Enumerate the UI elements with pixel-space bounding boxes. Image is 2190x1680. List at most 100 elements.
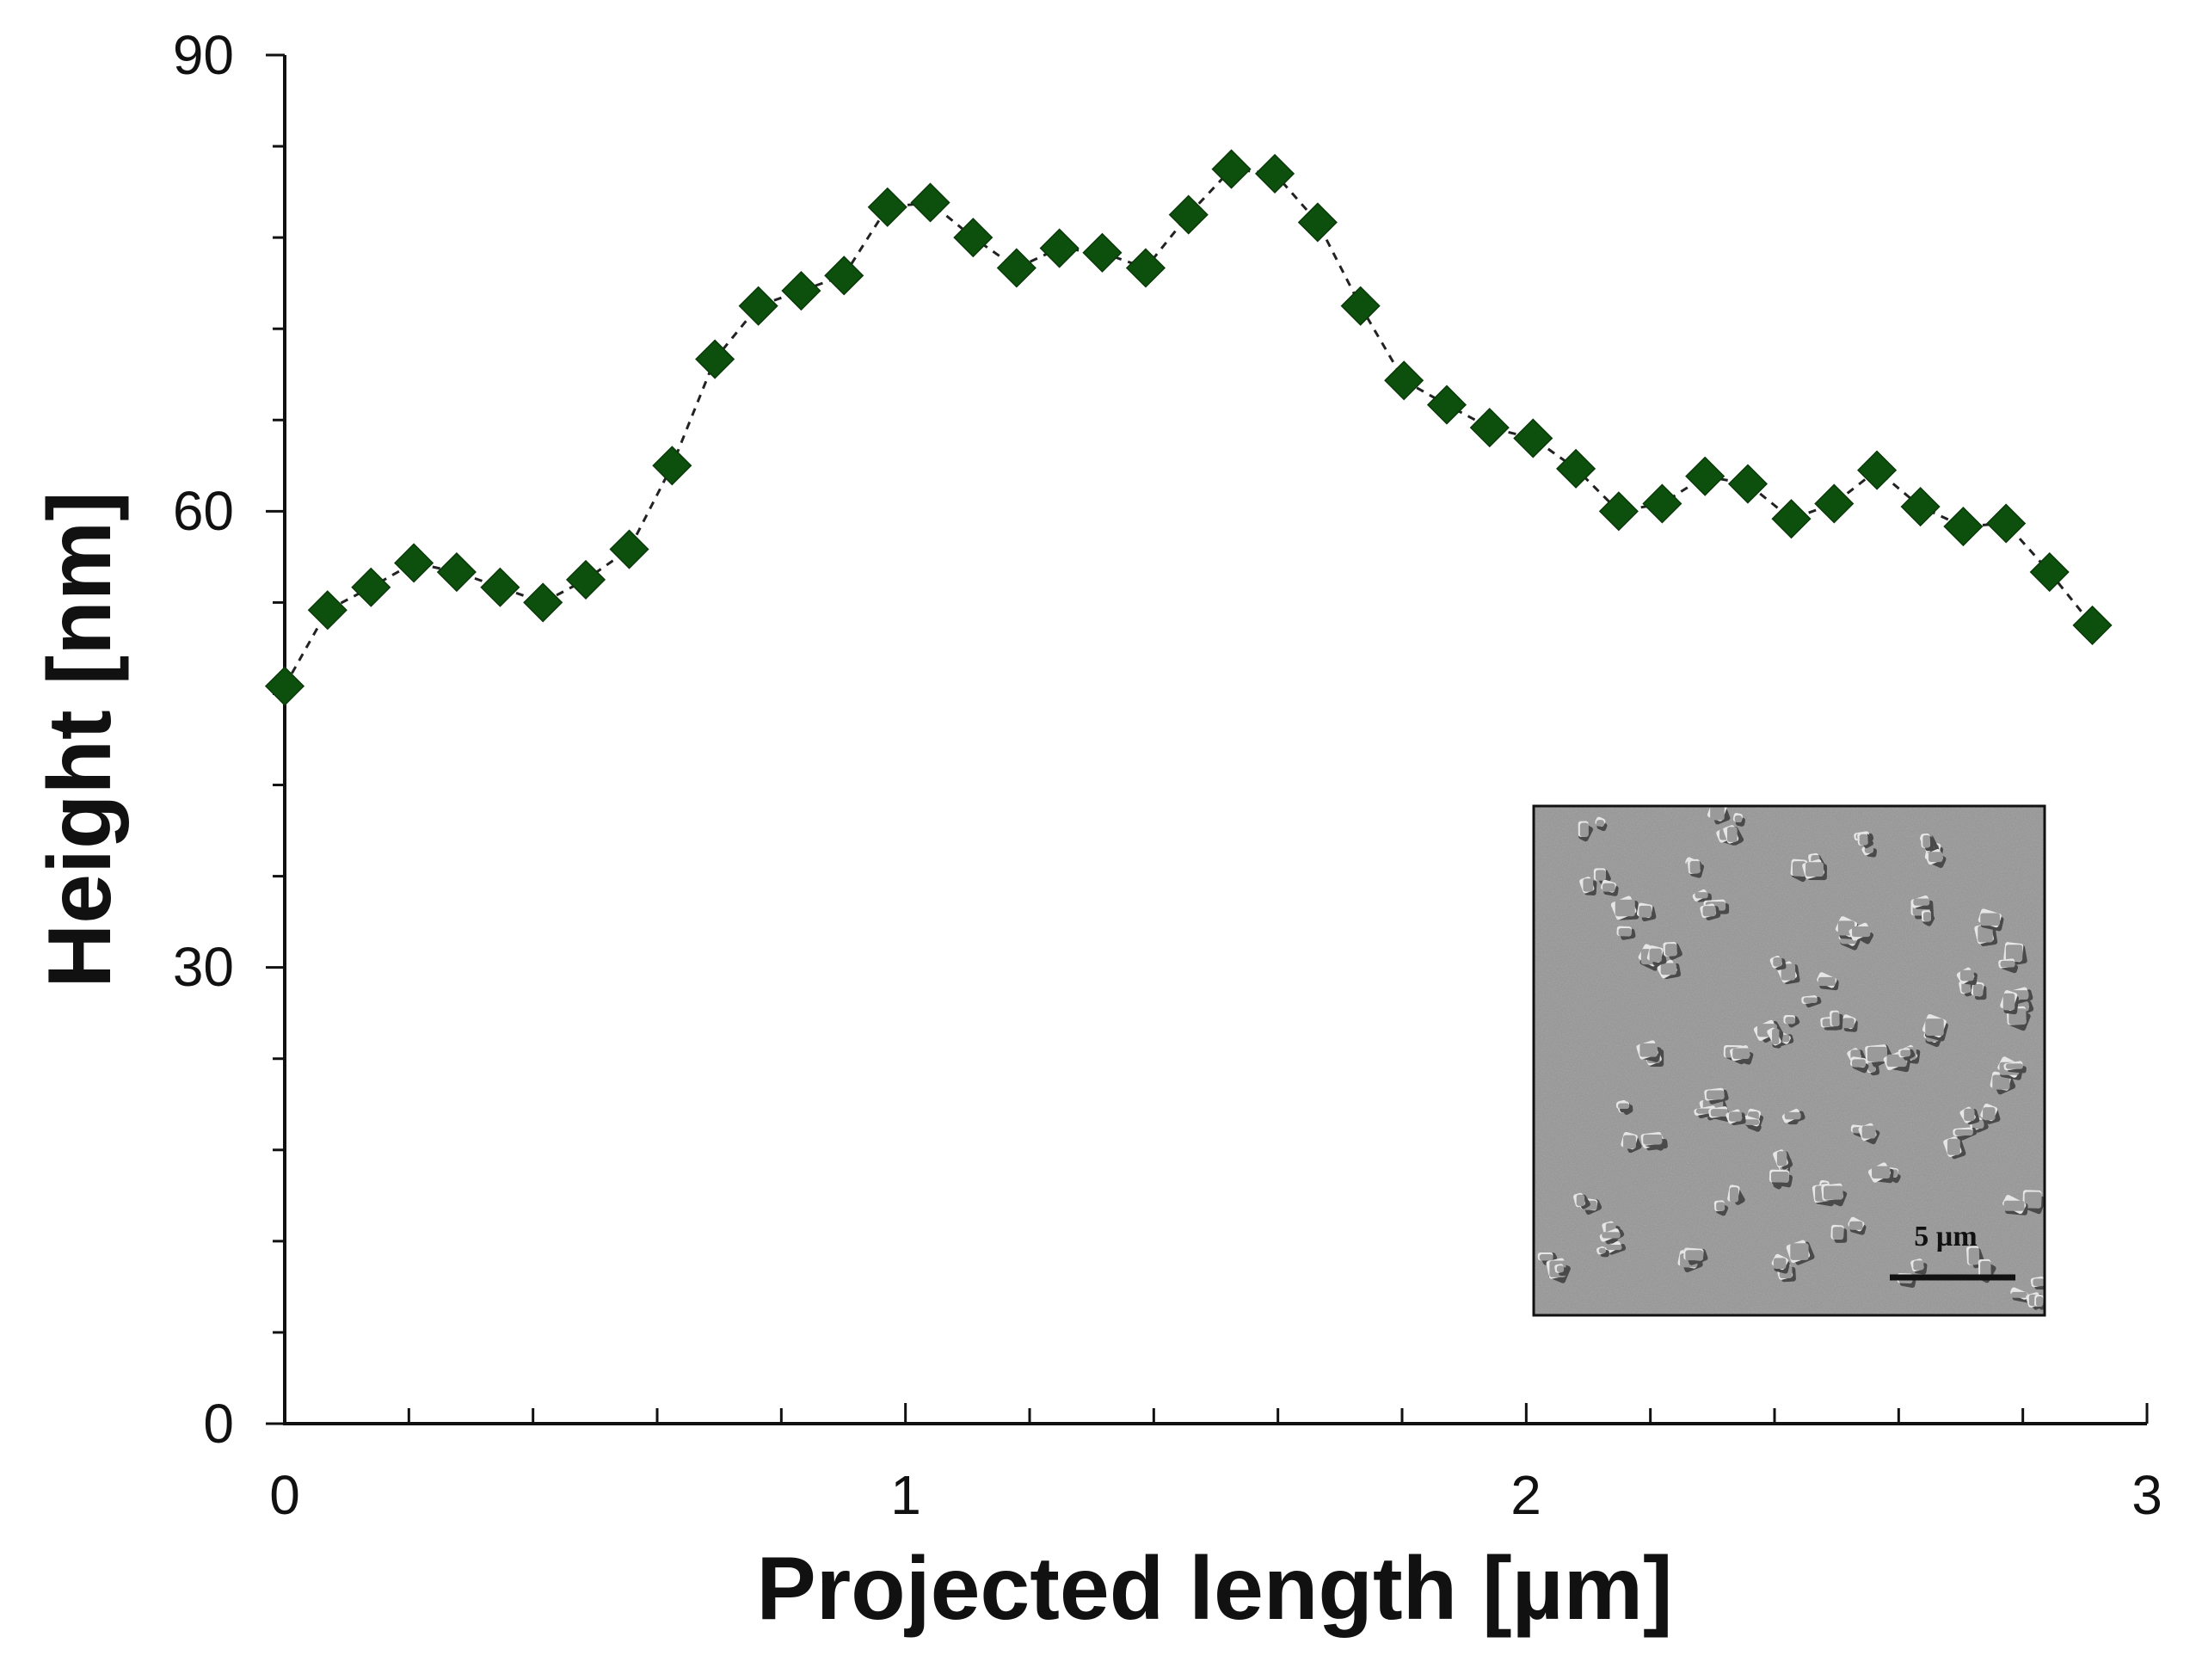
afm-particle	[1639, 1043, 1658, 1057]
afm-particle	[1556, 1265, 1565, 1273]
afm-particle	[1606, 1245, 1622, 1251]
afm-particle	[1716, 1202, 1726, 1211]
data-point	[565, 559, 606, 600]
afm-particle	[1983, 1107, 1996, 1121]
afm-particle	[1972, 983, 1984, 997]
afm-particle	[1685, 1250, 1704, 1261]
afm-particle	[1980, 913, 2000, 926]
data-point	[480, 567, 520, 607]
afm-particle	[1603, 883, 1615, 892]
data-point	[394, 543, 434, 583]
afm-particle	[1618, 927, 1632, 937]
afm-particle	[1710, 806, 1725, 821]
afm-particle	[1913, 1260, 1924, 1271]
afm-particle	[1964, 1108, 1975, 1122]
afm-particle	[1579, 822, 1589, 837]
y-tick-label-60: 60	[173, 480, 234, 542]
afm-particle	[1773, 957, 1782, 967]
y-ticks	[266, 53, 285, 1425]
data-point	[2029, 551, 2070, 593]
afm-particle	[1842, 1018, 1855, 1029]
data-point	[1297, 202, 1338, 243]
afm-particle	[1923, 912, 1931, 922]
afm-particle	[1954, 1129, 1973, 1135]
afm-particle	[1583, 878, 1594, 892]
afm-particle	[2000, 960, 2015, 968]
afm-particle	[1770, 1171, 1789, 1183]
afm-particle	[1664, 944, 1677, 957]
afm-particle	[1978, 925, 1993, 943]
afm-particle	[2011, 1291, 2027, 1298]
afm-particle	[1710, 1109, 1728, 1117]
afm-particle	[1702, 906, 1716, 917]
afm-particle	[1886, 1054, 1907, 1068]
data-point	[695, 339, 735, 379]
data-point	[1685, 456, 1726, 496]
afm-particle	[1602, 1232, 1621, 1239]
y-tick-label-30: 30	[173, 936, 234, 998]
data-point	[264, 666, 305, 706]
x-tick-label-2: 2	[1510, 1464, 1541, 1526]
afm-particle	[1861, 1125, 1876, 1139]
data-point	[1727, 464, 1769, 504]
data-point	[824, 255, 864, 296]
data-point	[1814, 483, 1855, 524]
afm-particle	[1968, 1247, 1979, 1265]
data-point	[1254, 153, 1295, 194]
afm-particle	[1959, 969, 1974, 982]
data-point	[1642, 483, 1682, 524]
data-point	[867, 187, 907, 227]
afm-particle	[1773, 1258, 1787, 1269]
afm-particle	[2033, 1278, 2045, 1287]
afm-particle	[1734, 815, 1743, 823]
data-point	[436, 551, 477, 593]
axes	[283, 55, 2147, 1425]
data-point	[1426, 385, 1467, 425]
scale-bar-label: 5 µm	[1914, 1221, 1977, 1252]
afm-particle	[1806, 862, 1824, 877]
afm-particle	[1726, 827, 1738, 842]
afm-particle	[1744, 1119, 1760, 1125]
data-point	[1469, 408, 1510, 448]
afm-particle	[1824, 1185, 1843, 1200]
data-point	[910, 182, 950, 223]
afm-particle	[1872, 1166, 1891, 1179]
afm-particle	[1913, 898, 1930, 906]
data-point	[1168, 194, 1209, 235]
data-point	[1211, 149, 1252, 189]
data-point	[1556, 448, 1596, 489]
afm-particle	[1617, 1103, 1630, 1109]
series-markers	[264, 149, 2113, 706]
afm-particle	[1961, 982, 1971, 994]
afm-particle	[1689, 860, 1701, 874]
afm-inset-image: 5 µm	[1532, 804, 2046, 1317]
data-point	[307, 590, 348, 631]
x-tick-label-0: 0	[269, 1464, 300, 1526]
afm-particle	[1639, 905, 1652, 918]
afm-particle	[1649, 948, 1662, 963]
afm-particle	[1900, 1049, 1911, 1057]
afm-particle	[2002, 993, 2015, 1011]
afm-particle	[2005, 945, 2023, 962]
afm-particle	[1776, 1151, 1787, 1166]
afm-particle	[1660, 963, 1676, 975]
afm-particle	[1623, 1135, 1636, 1149]
afm-particle	[1729, 1187, 1739, 1203]
data-point	[953, 218, 993, 258]
afm-particle	[1596, 820, 1604, 827]
afm-particle	[1928, 852, 1943, 863]
data-point	[652, 446, 692, 486]
afm-particle	[1706, 1090, 1725, 1100]
data-point	[351, 567, 391, 607]
afm-particle	[2003, 1200, 2025, 1211]
data-point	[1340, 286, 1381, 326]
data-point	[609, 529, 649, 569]
afm-particle	[1852, 1059, 1866, 1068]
afm-particle	[1922, 834, 1930, 848]
data-point	[1943, 506, 1984, 547]
afm-particle	[1728, 1111, 1742, 1122]
afm-particle	[1818, 976, 1836, 987]
data-point	[1513, 418, 1553, 458]
afm-particle	[1790, 1243, 1809, 1260]
